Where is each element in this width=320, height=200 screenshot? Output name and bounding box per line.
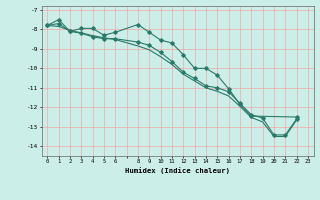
X-axis label: Humidex (Indice chaleur): Humidex (Indice chaleur) xyxy=(125,167,230,174)
